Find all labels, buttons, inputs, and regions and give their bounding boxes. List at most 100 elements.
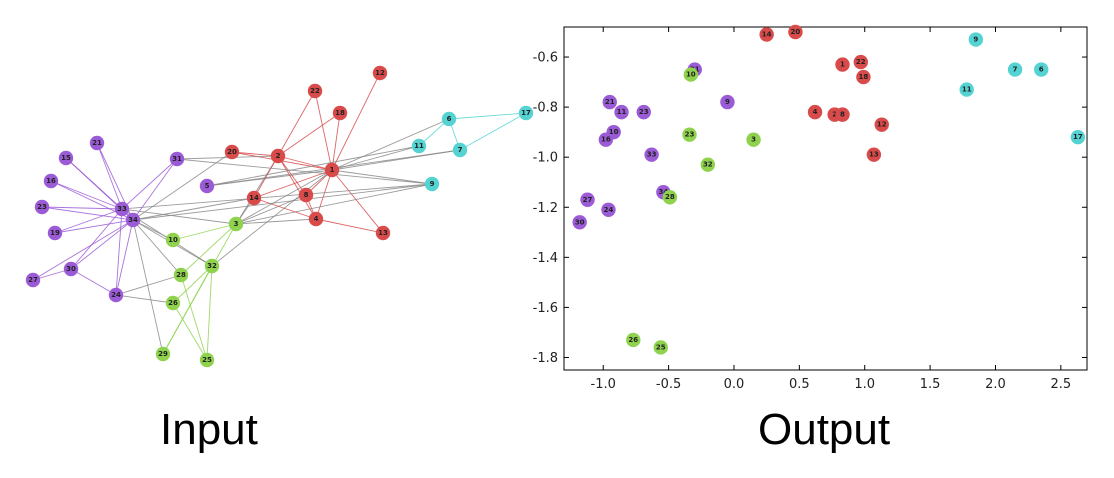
scatter-point: 21 (602, 94, 617, 110)
graph-node-label: 32 (207, 262, 217, 270)
scatter-point: 9 (968, 32, 984, 47)
graph-node: 27 (25, 272, 41, 288)
scatter-point-label: 6 (1039, 66, 1044, 74)
scatter-dot (968, 32, 984, 47)
graph-edge (54, 219, 134, 234)
graph-edge (235, 218, 317, 225)
graph-edge (211, 169, 333, 267)
scatter-dot (572, 215, 587, 230)
graph-node-label: 14 (249, 194, 259, 202)
scatter-point: 4 (807, 104, 823, 120)
scatter-point-label: 13 (869, 151, 879, 159)
scatter-point: 14 (759, 27, 774, 42)
x-tick-label: -1.0 (591, 377, 616, 392)
graph-node-label: 19 (50, 229, 60, 237)
graph-edge (277, 155, 307, 196)
graph-edge (172, 302, 208, 361)
graph-node-dot (34, 199, 50, 215)
graph-edge (331, 118, 450, 171)
scatter-point-label: 9 (725, 98, 730, 106)
scatter-dot (874, 117, 889, 132)
scatter-point: 26 (626, 332, 641, 348)
scatter-point: 33 (644, 147, 659, 162)
graph-edge (115, 208, 123, 296)
graph-node: 32 (204, 258, 220, 274)
scatter-point-label: 24 (604, 206, 614, 214)
graph-node-label: 26 (168, 299, 178, 307)
graph-edge (50, 180, 123, 210)
graph-node: 13 (375, 225, 391, 241)
input-caption: Input (160, 405, 258, 454)
graph-edge (277, 112, 341, 157)
graph-node-dot (224, 144, 240, 160)
graph-node-label: 4 (314, 215, 319, 223)
graph-edge (132, 197, 255, 221)
graph-node-dot (204, 258, 220, 274)
graph-node: 28 (173, 267, 189, 283)
scatter-dot (1070, 129, 1086, 145)
graph-node-dot (125, 212, 141, 228)
graph-edge (206, 265, 213, 361)
graph-node-dot (47, 225, 63, 241)
graph-node: 14 (246, 190, 262, 206)
scatter-point: 22 (853, 54, 869, 70)
scatter-point: 32 (700, 157, 716, 172)
scatter-point: 11 (614, 104, 629, 120)
graph-node-label: 27 (28, 276, 38, 284)
graph-node-label: 7 (458, 146, 463, 154)
graph-edge (115, 294, 174, 304)
graph-edge (132, 183, 433, 221)
graph-node-label: 2 (276, 152, 281, 160)
x-tick-label: 1.5 (920, 377, 941, 392)
scatter-point: 18 (856, 69, 871, 85)
graph-edge (315, 169, 333, 220)
scatter-point: 23 (636, 104, 651, 120)
graph-edge (448, 112, 527, 120)
scatter-point-label: 8 (840, 111, 845, 119)
scatter-point: 31 (687, 62, 702, 77)
scatter-dot (606, 124, 621, 140)
graph-node: 9 (424, 176, 440, 192)
scatter-dot (636, 104, 651, 120)
graph-node: 24 (108, 287, 124, 303)
scatter-dot (827, 107, 842, 122)
scatter-point-label: 9 (973, 36, 978, 44)
graph-node: 3 (228, 216, 244, 232)
scatter-dot (835, 57, 850, 72)
graph-node-label: 1 (330, 166, 335, 174)
graph-node-dot (270, 148, 286, 164)
graph-node-label: 31 (172, 155, 182, 163)
graph-edge (121, 208, 237, 225)
karate-club-network-graph: 1234567891011121314151617181920212223242… (25, 65, 534, 368)
graph-node-label: 22 (310, 87, 320, 95)
graph-edge (162, 265, 213, 355)
scatter-dot (682, 127, 697, 142)
graph-node-label: 5 (205, 182, 210, 190)
graph-edge (231, 151, 279, 157)
scatter-dot (598, 132, 614, 147)
graph-edge (54, 208, 123, 234)
scatter-point-label: 18 (859, 73, 869, 81)
scatter-point-label: 1 (840, 61, 845, 69)
scatter-point: 3 (746, 132, 761, 147)
graph-node-label: 29 (158, 350, 168, 358)
graph-node: 26 (165, 295, 181, 311)
scatter-point: 28 (662, 190, 678, 205)
graph-node-dot (372, 65, 388, 81)
graph-node: 20 (224, 144, 240, 160)
scatter-point: 11 (959, 82, 974, 97)
graph-node-label: 12 (375, 69, 385, 77)
graph-node-label: 28 (176, 271, 186, 279)
graph-node-label: 16 (46, 177, 56, 185)
graph-node-label: 23 (37, 203, 47, 211)
graph-node-dot (114, 201, 130, 217)
graph-edge (132, 219, 164, 355)
scatter-point: 27 (580, 192, 595, 207)
scatter-point-label: 4 (813, 108, 818, 116)
graph-node-dot (452, 142, 468, 158)
graph-node-dot (173, 267, 189, 283)
graph-node-dot (228, 216, 244, 232)
graph-edge (41, 206, 123, 210)
graph-node: 25 (199, 352, 215, 368)
graph-edge (235, 194, 307, 225)
